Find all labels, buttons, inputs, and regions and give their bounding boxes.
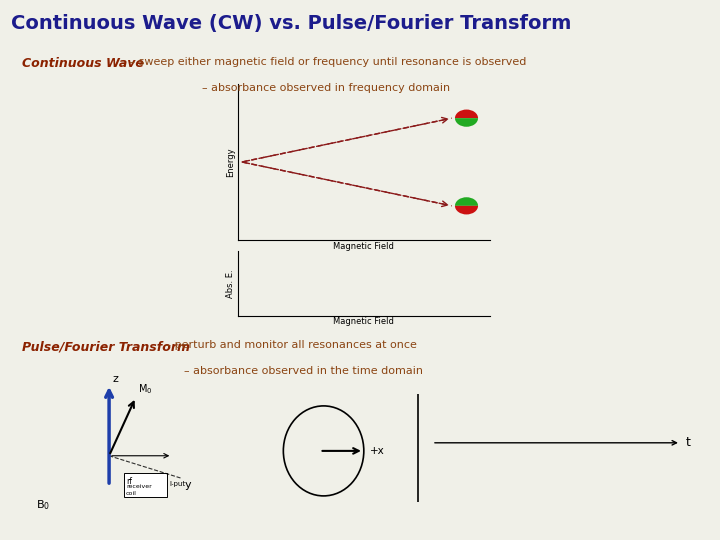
Text: B$_0$: B$_0$ bbox=[36, 498, 50, 512]
Text: – absorbance observed in the time domain: – absorbance observed in the time domain bbox=[184, 366, 423, 376]
Text: Continuous Wave: Continuous Wave bbox=[22, 57, 143, 70]
Wedge shape bbox=[455, 197, 478, 206]
Text: – sweep either magnetic field or frequency until resonance is observed: – sweep either magnetic field or frequen… bbox=[126, 57, 526, 67]
Text: y: y bbox=[184, 481, 191, 490]
Text: rf: rf bbox=[126, 476, 132, 485]
Text: z: z bbox=[113, 374, 119, 384]
Text: – perturb and monitor all resonances at once: – perturb and monitor all resonances at … bbox=[162, 340, 417, 350]
X-axis label: Magnetic Field: Magnetic Field bbox=[333, 318, 394, 326]
Wedge shape bbox=[455, 206, 478, 214]
Text: M$_0$: M$_0$ bbox=[138, 382, 153, 396]
Text: coil: coil bbox=[126, 490, 137, 496]
Y-axis label: Abs. E.: Abs. E. bbox=[226, 269, 235, 298]
Text: t: t bbox=[686, 436, 691, 449]
Text: I-put: I-put bbox=[170, 481, 186, 487]
Text: Pulse/Fourier Transform: Pulse/Fourier Transform bbox=[22, 340, 189, 353]
Wedge shape bbox=[455, 110, 478, 118]
FancyBboxPatch shape bbox=[124, 473, 168, 497]
Text: Continuous Wave (CW) vs. Pulse/Fourier Transform: Continuous Wave (CW) vs. Pulse/Fourier T… bbox=[11, 14, 571, 32]
Text: +x: +x bbox=[370, 446, 384, 456]
Text: receiver: receiver bbox=[126, 484, 152, 489]
Y-axis label: Energy: Energy bbox=[226, 147, 235, 177]
X-axis label: Magnetic Field: Magnetic Field bbox=[333, 242, 394, 251]
Text: – absorbance observed in frequency domain: – absorbance observed in frequency domai… bbox=[202, 83, 450, 93]
Wedge shape bbox=[455, 118, 478, 127]
